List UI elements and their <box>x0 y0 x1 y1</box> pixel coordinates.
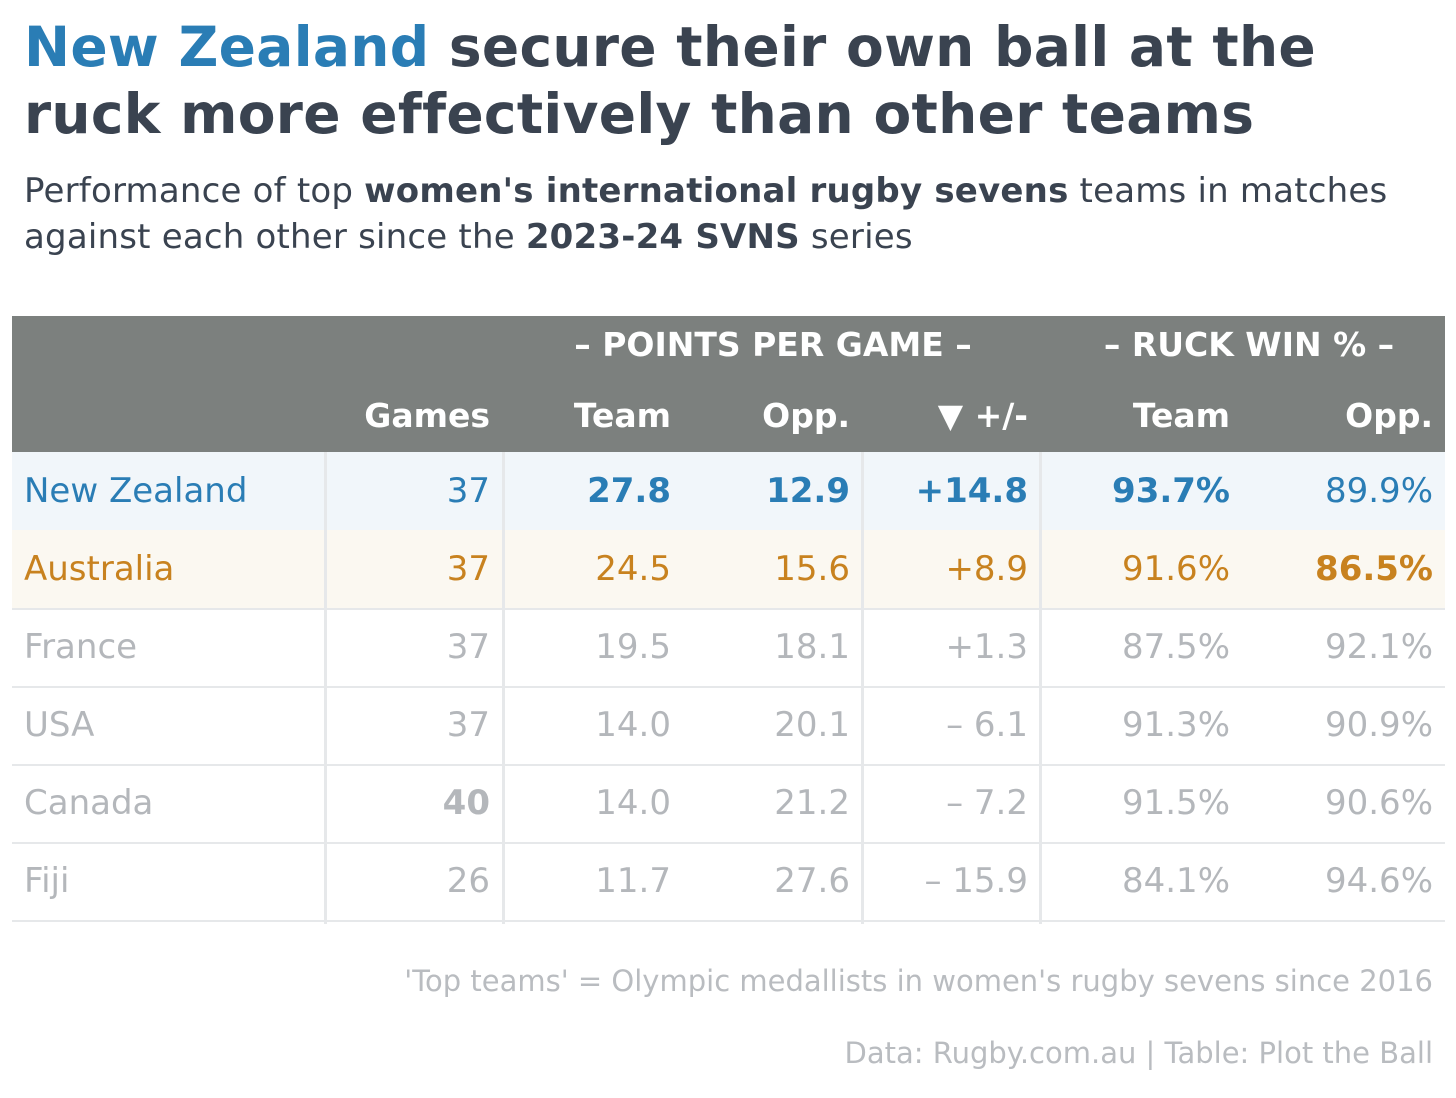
cell-ruck-opp: 90.9% <box>1324 705 1433 745</box>
cell-ppg-opp: 12.9 <box>766 471 850 511</box>
cell-games: 37 <box>446 471 490 511</box>
cell-ppg-opp: 21.2 <box>774 783 850 823</box>
cell-ruck-team: 84.1% <box>1121 861 1230 901</box>
team-name: France <box>24 627 138 667</box>
cell-ruck-team: 91.3% <box>1121 705 1230 745</box>
column-header-ppg-opp[interactable]: Opp. <box>762 396 850 435</box>
column-header-ruck-team[interactable]: Team <box>1132 396 1230 435</box>
column-divider <box>861 452 864 924</box>
table-row: Australia 37 24.5 15.6 +8.9 91.6% 86.5% <box>12 530 1445 610</box>
column-group-label: – RUCK WIN % – <box>1103 325 1395 364</box>
column-header-ruck-opp[interactable]: Opp. <box>1345 396 1433 435</box>
subtitle-part-2: teams in matches against each other sinc… <box>24 171 1388 257</box>
team-name: New Zealand <box>24 471 248 511</box>
team-name: Australia <box>24 549 175 589</box>
cell-ruck-opp: 89.9% <box>1324 471 1433 511</box>
title-highlight: New Zealand <box>24 15 430 79</box>
column-header-diff[interactable]: ▼ +/- <box>937 396 1028 435</box>
cell-diff: +8.9 <box>945 549 1028 589</box>
cell-ruck-opp: 92.1% <box>1324 627 1433 667</box>
subtitle-bold-2: 2023-24 SVNS <box>525 217 800 257</box>
table-row: France 37 19.5 18.1 +1.3 87.5% 92.1% <box>12 608 1445 688</box>
cell-diff: – 7.2 <box>946 783 1028 823</box>
column-divider <box>502 452 505 924</box>
cell-ruck-team: 91.5% <box>1121 783 1230 823</box>
column-header-ppg-team[interactable]: Team <box>573 396 671 435</box>
table-row: USA 37 14.0 20.1 – 6.1 91.3% 90.9% <box>12 686 1445 766</box>
team-name: USA <box>24 705 95 745</box>
chart-subtitle: Performance of top women's international… <box>24 168 1434 260</box>
cell-ppg-team: 24.5 <box>595 549 671 589</box>
cell-ppg-opp: 27.6 <box>774 861 850 901</box>
team-name: Fiji <box>24 861 70 901</box>
subtitle-part-1: Performance of top <box>24 171 365 211</box>
cell-diff: +1.3 <box>945 627 1028 667</box>
column-header-games[interactable]: Games <box>364 396 490 435</box>
cell-games: 37 <box>446 705 490 745</box>
cell-ppg-opp: 20.1 <box>774 705 850 745</box>
cell-games: 26 <box>446 861 490 901</box>
footnote: 'Top teams' = Olympic medallists in wome… <box>404 964 1433 998</box>
team-name: Canada <box>24 783 154 823</box>
cell-ruck-opp: 94.6% <box>1324 861 1433 901</box>
cell-diff: – 6.1 <box>946 705 1028 745</box>
cell-ppg-opp: 18.1 <box>774 627 850 667</box>
cell-ppg-team: 19.5 <box>595 627 671 667</box>
title-rest: secure their own ball at the ruck more e… <box>24 15 1317 146</box>
cell-games: 37 <box>446 549 490 589</box>
cell-diff: – 15.9 <box>924 861 1028 901</box>
table-row: Fiji 26 11.7 27.6 – 15.9 84.1% 94.6% <box>12 842 1445 922</box>
cell-ppg-team: 14.0 <box>595 783 671 823</box>
cell-ppg-team: 14.0 <box>595 705 671 745</box>
cell-ppg-team: 27.8 <box>587 471 671 511</box>
cell-ruck-team: 87.5% <box>1121 627 1230 667</box>
subtitle-part-3: series <box>799 217 913 257</box>
cell-ppg-opp: 15.6 <box>774 549 850 589</box>
chart-title: New Zealand secure their own ball at the… <box>24 14 1434 148</box>
table-row: New Zealand 37 27.8 12.9 +14.8 93.7% 89.9% <box>12 452 1445 532</box>
cell-games: 40 <box>442 783 490 823</box>
subtitle-bold-1: women's international rugby sevens <box>364 171 1069 211</box>
cell-ruck-opp: 86.5% <box>1315 549 1433 589</box>
table-row: Canada 40 14.0 21.2 – 7.2 91.5% 90.6% <box>12 764 1445 844</box>
cell-ruck-team: 91.6% <box>1121 549 1230 589</box>
cell-games: 37 <box>446 627 490 667</box>
column-divider <box>1039 452 1042 924</box>
cell-ruck-opp: 90.6% <box>1324 783 1433 823</box>
column-divider <box>324 452 327 924</box>
column-group-label: – POINTS PER GAME – <box>574 325 972 364</box>
source-credit: Data: Rugby.com.au | Table: Plot the Bal… <box>844 1036 1433 1070</box>
table-header-band <box>12 316 1445 452</box>
cell-ppg-team: 11.7 <box>595 861 671 901</box>
cell-ruck-team: 93.7% <box>1112 471 1230 511</box>
cell-diff: +14.8 <box>915 471 1028 511</box>
